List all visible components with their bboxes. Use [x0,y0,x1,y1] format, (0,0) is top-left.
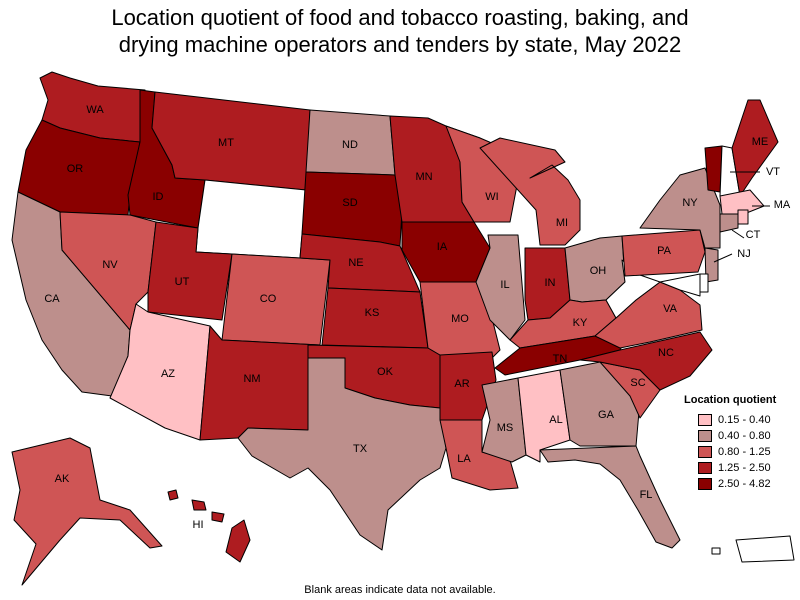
legend-label: 1.25 - 2.50 [718,462,771,474]
legend-item: 0.15 - 0.40 [684,412,796,428]
legend: Location quotient 0.15 - 0.40 0.40 - 0.80… [684,394,796,492]
state-label-fl: FL [640,489,653,501]
state-de [699,273,709,293]
state-nj [704,247,719,283]
state-label-ks: KS [365,307,380,319]
state-label-ne: NE [348,257,363,269]
title-line-2: drying machine operators and tenders by … [118,32,682,57]
state-ut [147,221,233,321]
legend-item: 2.50 - 4.82 [684,476,796,492]
state-label-me: ME [752,136,769,148]
state-label-ak: AK [55,473,70,485]
state-label-sc: SC [630,377,645,389]
callout-line-3 [731,229,745,239]
legend-swatch [698,478,712,490]
state-label-tx: TX [353,443,368,455]
state-sd [301,171,403,247]
legend-swatch [698,462,712,474]
state-wv [605,259,661,319]
state-label-nm: NM [243,373,260,385]
title-line-1: Location quotient of food and tobacco ro… [111,5,689,30]
footnote: Blank areas indicate data not available. [304,584,496,596]
legend-label: 0.80 - 1.25 [718,446,771,458]
state-label-pa: PA [657,245,672,257]
state-label-oh: OH [590,265,607,277]
legend-swatch [698,414,712,426]
state-ma [719,189,765,215]
state-wy [195,179,307,259]
state-hi-part-3 [211,511,225,523]
legend-label: 2.50 - 4.82 [718,478,771,490]
state-la [439,419,519,491]
legend-swatch [698,446,712,458]
legend-item: 0.80 - 1.25 [684,444,796,460]
state-pr-part-1 [711,547,721,555]
state-ri [737,209,749,225]
state-label-id: ID [153,191,164,203]
state-hi-part-1 [167,489,179,501]
state-label-il: IL [500,279,509,291]
state-label-nj: NJ [737,248,750,260]
state-label-sd: SD [342,197,357,209]
state-fl [539,445,681,549]
state-vt [704,145,723,193]
state-label-nv: NV [102,259,118,271]
state-label-ny: NY [682,197,698,209]
state-co [221,253,331,346]
state-pa [621,229,706,277]
state-label-hi: HI [193,519,204,531]
state-label-ca: CA [44,293,60,305]
state-hi [225,519,251,563]
state-il [475,234,526,341]
state-ct [719,213,739,233]
state-label-ms: MS [497,422,514,434]
state-label-or: OR [67,163,84,175]
state-label-mo: MO [451,313,469,325]
state-label-az: AZ [161,368,175,380]
legend-title: Location quotient [684,394,777,406]
legend-item: 1.25 - 2.50 [684,460,796,476]
state-label-vt: VT [766,166,780,178]
state-label-mn: MN [415,171,432,183]
state-label-in: IN [545,277,556,289]
state-hi-part-2 [191,499,207,511]
state-label-mt: MT [218,137,234,149]
state-mi [479,137,581,246]
legend-item: 0.40 - 0.80 [684,428,796,444]
state-label-ut: UT [175,276,190,288]
state-label-wa: WA [86,104,104,116]
state-nc [579,331,713,391]
page-title: Location quotient of food and tobacco ro… [0,4,800,58]
state-ak [11,437,163,586]
state-label-nc: NC [658,347,674,359]
state-label-ok: OK [377,366,394,378]
state-label-ct: CT [746,229,761,241]
legend-label: 0.15 - 0.40 [718,414,771,426]
state-label-nd: ND [342,139,358,151]
state-label-mi: MI [556,217,568,229]
state-label-ia: IA [437,241,448,253]
state-label-ga: GA [598,409,615,421]
state-label-va: VA [663,303,678,315]
legend-swatch [698,430,712,442]
legend-label: 0.40 - 0.80 [718,430,771,442]
state-me [731,99,779,197]
state-nv [59,211,157,331]
state-label-co: CO [260,293,277,305]
state-md [659,273,701,297]
state-label-ar: AR [454,378,469,390]
state-label-ky: KY [573,317,588,329]
state-label-tn: TN [553,353,568,365]
state-label-ma: MA [774,199,791,211]
state-tx [237,357,447,551]
state-label-la: LA [457,453,471,465]
state-pr [735,535,795,563]
callout-line-4 [713,253,733,263]
state-label-wi: WI [485,191,498,203]
state-label-al: AL [549,414,562,426]
state-ny [639,167,721,249]
